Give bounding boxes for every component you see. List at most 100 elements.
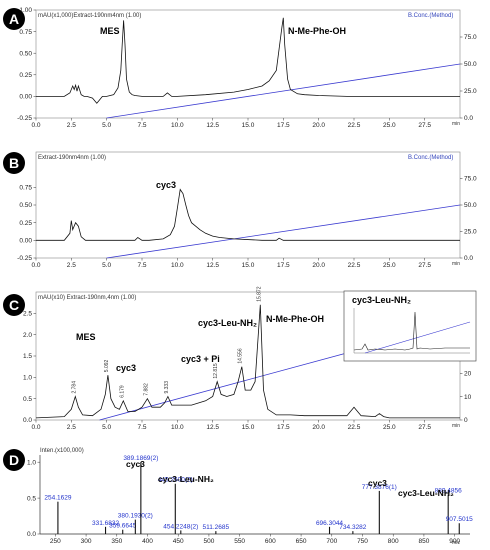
panel-b-badge: B	[3, 152, 25, 174]
ms-peak-label: 454.2248(2)	[163, 523, 198, 530]
panel-b-y-tick-label: 0.75	[19, 185, 32, 192]
ms-peak-label: 889.4856	[435, 488, 462, 495]
panel-c-rt-label: 6.179	[119, 385, 125, 398]
panel-a-trace	[36, 17, 460, 104]
panel-d-x-tick-label: 500	[203, 538, 214, 545]
panel-b-x-tick-label: 20.0	[312, 262, 325, 269]
panel-a-y-tick-label: 0.00	[19, 94, 32, 101]
panel-b-x-tick-label: 22.5	[348, 262, 361, 269]
panel-a-peak-nmephe: N-Me-Phe-OH	[288, 26, 346, 36]
panel-b: Extract-190nm4nm (1.00) B.Conc.(Method) …	[3, 151, 477, 269]
ms-peak-label: 696.3044	[316, 520, 343, 527]
panel-c-rt-label: 12.815	[213, 363, 219, 379]
panel-d-annotation-cyc3: cyc3	[126, 459, 145, 469]
panel-c-retention-labels: 2.784 5.092 6.179 7.882 9.333 12.815 14.556 15.…	[71, 286, 262, 398]
panel-c-y2-tick-label: 0	[464, 417, 468, 424]
panel-b-gradient-line	[106, 204, 461, 259]
ms-peak-label: 445.2500(2)	[158, 477, 193, 484]
panel-a-gradient-line	[106, 63, 461, 119]
panel-c-x-tick-label: 12.5	[206, 424, 219, 431]
panel-b-x-tick-label: 5.0	[102, 262, 111, 269]
panel-a-x-tick-label: 15.0	[242, 122, 255, 129]
panel-c-y-tick-label: 0.0	[23, 417, 32, 424]
panel-a-x-tick-label: 2.5	[67, 122, 76, 129]
panel-c-peak-cyc3: cyc3	[116, 363, 136, 373]
panel-a-x-tick-label: 0.0	[31, 122, 40, 129]
panel-d-x-tick-label: 750	[357, 538, 368, 545]
panel-a: mAU(x1,000)Extract-190nm4nm (1.00) B.Con…	[3, 7, 477, 129]
panel-d-x-tick-label: 550	[234, 538, 245, 545]
ms-peak-label: 511.2685	[203, 524, 230, 531]
panel-c-x-tick-label: 25.0	[383, 424, 396, 431]
panel-b-badge-circle	[3, 152, 25, 174]
panel-b-x-tick-label: 10.0	[171, 262, 184, 269]
panel-a-x-tick-label: 12.5	[206, 122, 219, 129]
panel-c-x-tick-label: 5.0	[102, 424, 111, 431]
panel-c-badge-circle	[3, 294, 25, 316]
panel-a-x-tick-label: 25.0	[383, 122, 396, 129]
panel-c-x-tick-label: 17.5	[277, 424, 290, 431]
ms-peak-label: 777.3876(1)	[362, 484, 397, 491]
panel-c-rt-label: 14.556	[238, 348, 244, 364]
panel-d-header-left: Inten.(x100,000)	[40, 448, 84, 454]
panel-b-y2-tick-label: 0.0	[464, 255, 473, 262]
panel-a-x-tick-label: 10.0	[171, 122, 184, 129]
panel-a-y2-tick-label: 0.0	[464, 115, 473, 122]
panel-b-y-tick-label: 0.00	[19, 238, 32, 245]
panel-d-x-tick-label: 300	[81, 538, 92, 545]
panel-d-annotation-cyc3-b: cyc3	[368, 478, 387, 488]
panel-a-x-tick-label: 20.0	[312, 122, 325, 129]
panel-d-x-tick-label: 800	[388, 538, 399, 545]
panel-d-annotation-cyc3-leu: cyc3-Leu-NH₂	[158, 474, 214, 484]
panel-c-peak-cyc3-pi: cyc3 + Pi	[181, 354, 220, 364]
panel-a-y-tick-label: 1.00	[19, 7, 32, 14]
ms-peak-label: 254.1629	[44, 495, 71, 502]
panel-d: Inten.(x100,000) 250 300 350 400 450 500 550 60…	[3, 448, 473, 546]
panel-c-x-unit: min	[452, 423, 460, 429]
panel-d-annotation-cyc3-leu-b: cyc3-Leu-NH₂	[398, 488, 454, 498]
panel-a-x-tick-label: 27.5	[418, 122, 431, 129]
panel-a-y-tick-label: -0.25	[17, 115, 32, 122]
panel-b-x-tick-label: 7.5	[137, 262, 146, 269]
panel-b-peak-cyc3: cyc3	[156, 180, 176, 190]
panel-c-y-tick-label: 1.5	[23, 353, 32, 360]
panel-b-header-right: B.Conc.(Method)	[408, 155, 453, 161]
ms-peak-label: 380.1930(2)	[118, 513, 153, 520]
ms-peak-label: 359.6645	[109, 523, 136, 530]
panel-c-rt-label: 5.092	[104, 359, 110, 372]
panel-b-x-tick-label: 0.0	[31, 262, 40, 269]
panel-a-header-left: mAU(x1,000)Extract-190nm4nm (1.00)	[38, 13, 141, 19]
panel-a-x-tick-label: 22.5	[348, 122, 361, 129]
panel-d-badge: D	[3, 449, 25, 471]
panel-c-rt-label: 15.872	[256, 286, 262, 302]
panel-a-y2-tick-label: 50.0	[464, 61, 477, 68]
panel-d-x-tick-label: 700	[326, 538, 337, 545]
panel-c: mAU(x10) Extract-190nm,4nm (1.00) 0.0 2.5…	[3, 286, 477, 431]
panel-d-x-tick-label: 900	[449, 538, 460, 545]
panel-b-y2-tick-label: 50.0	[464, 202, 477, 209]
panel-b-y-tick-label: -0.25	[17, 255, 32, 262]
panel-d-x-tick-label: 650	[296, 538, 307, 545]
panel-c-x-tick-label: 0.0	[31, 424, 40, 431]
panel-a-y-tick-label: 0.50	[19, 50, 32, 57]
panel-c-x-tick-label: 10.0	[171, 424, 184, 431]
panel-b-header-left: Extract-190nm4nm (1.00)	[38, 155, 106, 161]
ms-peak-label: 331.6832	[92, 520, 119, 527]
panel-c-badge: C	[3, 294, 25, 316]
panel-b-y-tick-label: 0.50	[19, 202, 32, 209]
panel-a-x-tick-label: 17.5	[277, 122, 290, 129]
panel-d-x-tick-label: 350	[111, 538, 122, 545]
panel-b-x-tick-label: 17.5	[277, 262, 290, 269]
panel-c-header-left: mAU(x10) Extract-190nm,4nm (1.00)	[38, 295, 136, 301]
panel-d-axes: 250 300 350 400 450 500 550 600 650 700 750 800 850 9…	[27, 455, 470, 545]
panel-b-frame	[35, 151, 461, 259]
panel-b-badge-letter: B	[9, 155, 19, 171]
panel-d-x-tick-label: 850	[418, 538, 429, 545]
panel-b-x-unit: min	[452, 261, 460, 267]
panel-c-inset-title: cyc3-Leu-NH₂	[352, 295, 411, 305]
panel-c-peak-mes: MES	[76, 332, 96, 342]
panel-a-y-tick-label: 0.75	[19, 29, 32, 36]
panel-c-y2-tick-label: 20	[464, 371, 472, 378]
panel-b-y-tick-label: 0.25	[19, 220, 32, 227]
